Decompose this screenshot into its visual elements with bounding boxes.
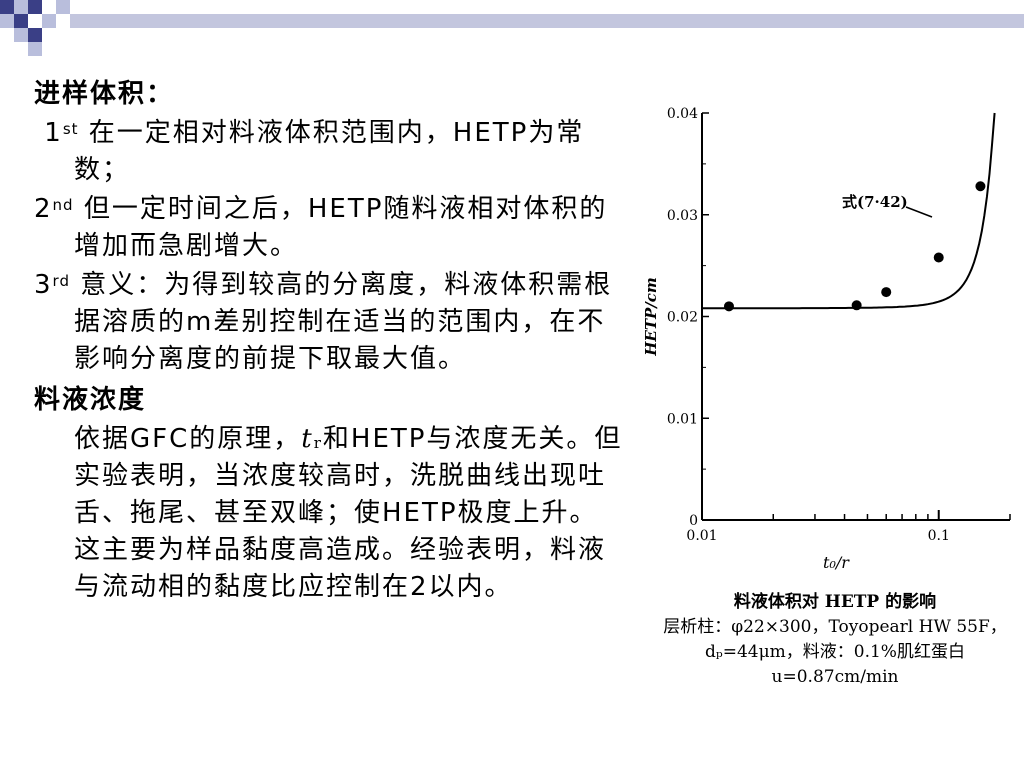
paragraph-lead: 依据GFC的原理， bbox=[74, 424, 302, 454]
caption-column: 层析柱：φ22×300，Toyopearl HW 55F， bbox=[663, 617, 1007, 637]
y-axis-label: HETP/cm bbox=[642, 277, 660, 357]
data-point bbox=[975, 181, 986, 192]
curve-label-leader bbox=[905, 206, 933, 218]
point-1: 1st 在一定相对料液体积范围内，HETP为常数； bbox=[34, 115, 624, 189]
x-tick-label: 0.1 bbox=[928, 528, 950, 544]
point-2-number: 2 bbox=[34, 194, 53, 224]
fitted-curve bbox=[702, 112, 996, 310]
slide-body-text: 进样体积： 1st 在一定相对料液体积范围内，HETP为常数； 2nd 但一定时… bbox=[34, 72, 624, 608]
tr-symbol: tr bbox=[301, 424, 323, 454]
y-tick-label: 0.04 bbox=[667, 106, 698, 122]
data-point bbox=[881, 287, 892, 298]
point-2-superscript: nd bbox=[52, 196, 74, 214]
x-axis-label: t₀/r bbox=[823, 553, 850, 572]
chart-ticks: 00.010.020.030.040.01 0.1 bbox=[667, 106, 1011, 544]
data-point bbox=[851, 300, 862, 311]
tr-symbol-letter: t bbox=[301, 424, 314, 454]
point-3-superscript: rd bbox=[52, 272, 70, 290]
y-tick-label: 0.03 bbox=[667, 208, 698, 224]
paragraph-body: 和HETP与浓度无关。但实验表明，当浓度较高时，洗脱曲线出现吐舌、拖尾、甚至双峰… bbox=[74, 424, 623, 602]
data-point bbox=[723, 301, 734, 312]
point-1-number: 1 bbox=[44, 118, 63, 148]
x-tick-label: 0.01 bbox=[686, 528, 717, 544]
hetp-chart: 00.010.020.030.040.01 0.1 式(7·42) HETP/cm… bbox=[642, 106, 1011, 572]
chart-axes bbox=[701, 113, 1010, 521]
curve-label: 式(7·42) bbox=[842, 193, 908, 211]
heading-sample-volume: 进样体积： bbox=[34, 79, 175, 109]
caption-particle: dₚ=44μm，料液：0.1%肌红蛋白 bbox=[705, 642, 965, 662]
heading-feed-concentration: 料液浓度 bbox=[34, 385, 147, 415]
y-tick-label: 0 bbox=[689, 513, 698, 529]
tr-symbol-subscript: r bbox=[313, 434, 323, 452]
chart-points bbox=[723, 181, 986, 312]
point-1-text: 在一定相对料液体积范围内，HETP为常数； bbox=[74, 118, 585, 185]
data-point bbox=[933, 252, 944, 263]
y-tick-label: 0.02 bbox=[667, 310, 698, 326]
point-3-number: 3 bbox=[34, 270, 53, 300]
point-1-superscript: st bbox=[62, 120, 79, 138]
caption-flow: u=0.87cm/min bbox=[771, 667, 899, 687]
point-3: 3rd 意义：为得到较高的分离度，料液体积需根据溶质的m差别控制在适当的范围内，… bbox=[34, 267, 624, 378]
y-tick-label: 0.01 bbox=[667, 411, 698, 427]
figure-caption: 料液体积对 HETP 的影响 层析柱：φ22×300，Toyopearl HW … bbox=[650, 590, 1020, 690]
point-3-text: 意义：为得到较高的分离度，料液体积需根据溶质的m差别控制在适当的范围内，在不影响… bbox=[74, 270, 613, 374]
caption-title: 料液体积对 HETP 的影响 bbox=[733, 592, 937, 612]
concentration-paragraph: 依据GFC的原理，tr和HETP与浓度无关。但实验表明，当浓度较高时，洗脱曲线出… bbox=[34, 421, 624, 606]
point-2: 2nd 但一定时间之后，HETP随料液相对体积的增加而急剧增大。 bbox=[34, 191, 624, 265]
point-2-text: 但一定时间之后，HETP随料液相对体积的增加而急剧增大。 bbox=[74, 194, 608, 261]
slide-header-decoration bbox=[0, 0, 1024, 56]
